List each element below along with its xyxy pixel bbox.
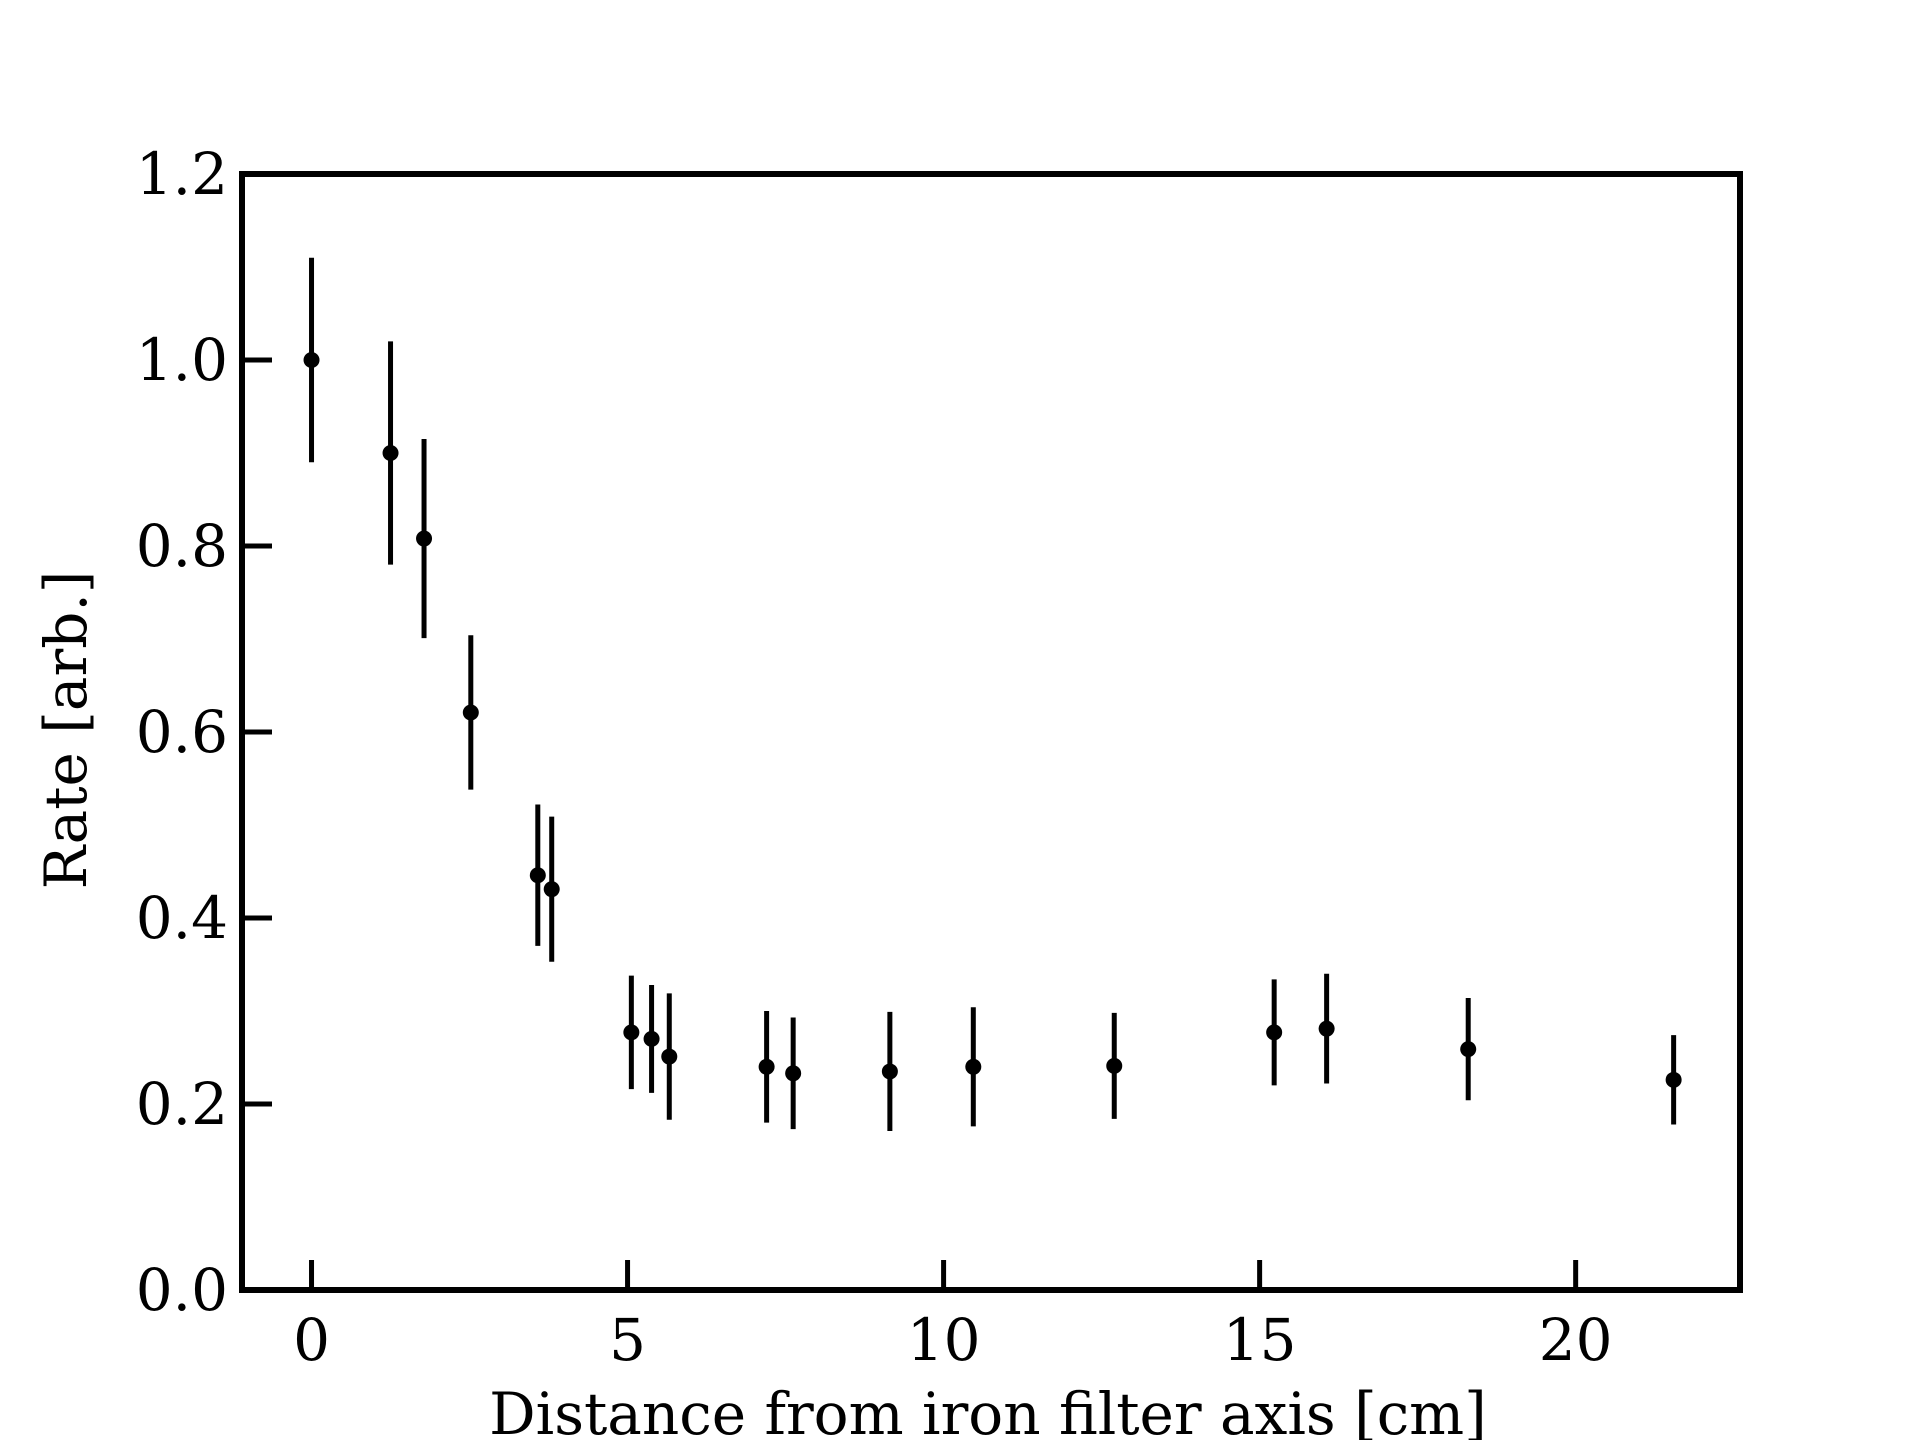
- x-tick-label: 20: [1539, 1306, 1613, 1374]
- data-point: [1318, 1020, 1335, 1037]
- y-tick-label: 0.2: [136, 1070, 228, 1138]
- y-axis-label: Rate [arb.]: [32, 571, 100, 890]
- y-tick-label: 1.2: [136, 140, 228, 208]
- data-point: [1460, 1041, 1477, 1058]
- data-point: [758, 1058, 775, 1075]
- axes-layer: [239, 171, 1743, 1293]
- x-tick-label: 10: [907, 1306, 981, 1374]
- y-tick-label: 0.8: [136, 512, 228, 580]
- data-point: [416, 530, 433, 547]
- data-point: [382, 445, 399, 461]
- data-point: [965, 1058, 982, 1075]
- data-point: [661, 1048, 678, 1065]
- data-point: [643, 1030, 660, 1047]
- y-tick-label: 0.0: [136, 1256, 228, 1324]
- data-point: [881, 1063, 898, 1080]
- y-tick-label: 0.4: [136, 884, 228, 952]
- data-point: [623, 1024, 640, 1041]
- data-point: [543, 881, 560, 898]
- ticks-layer: 0 5 10 15 20 0.0 0.2 0.4 0.6 0.8 1.0 1.2: [136, 140, 1613, 1374]
- data-point: [1665, 1071, 1682, 1088]
- x-tick-label: 5: [609, 1306, 646, 1374]
- y-tick-label: 1.0: [136, 326, 228, 394]
- labels-layer: Distance from iron filter axis [cm] Rate…: [32, 571, 1487, 1440]
- data-point: [1266, 1024, 1283, 1041]
- data-point: [785, 1065, 802, 1082]
- x-tick-label: 15: [1223, 1306, 1297, 1374]
- plot-frame: [239, 171, 1743, 1293]
- data-point: [462, 704, 479, 721]
- y-tick-label: 0.6: [136, 698, 228, 766]
- data-point: [303, 352, 320, 368]
- data-point: [529, 867, 546, 884]
- data-layer: [303, 257, 1682, 1131]
- x-axis-label: Distance from iron filter axis [cm]: [489, 1380, 1487, 1440]
- x-tick-label: 0: [293, 1306, 330, 1374]
- data-point: [1106, 1057, 1123, 1074]
